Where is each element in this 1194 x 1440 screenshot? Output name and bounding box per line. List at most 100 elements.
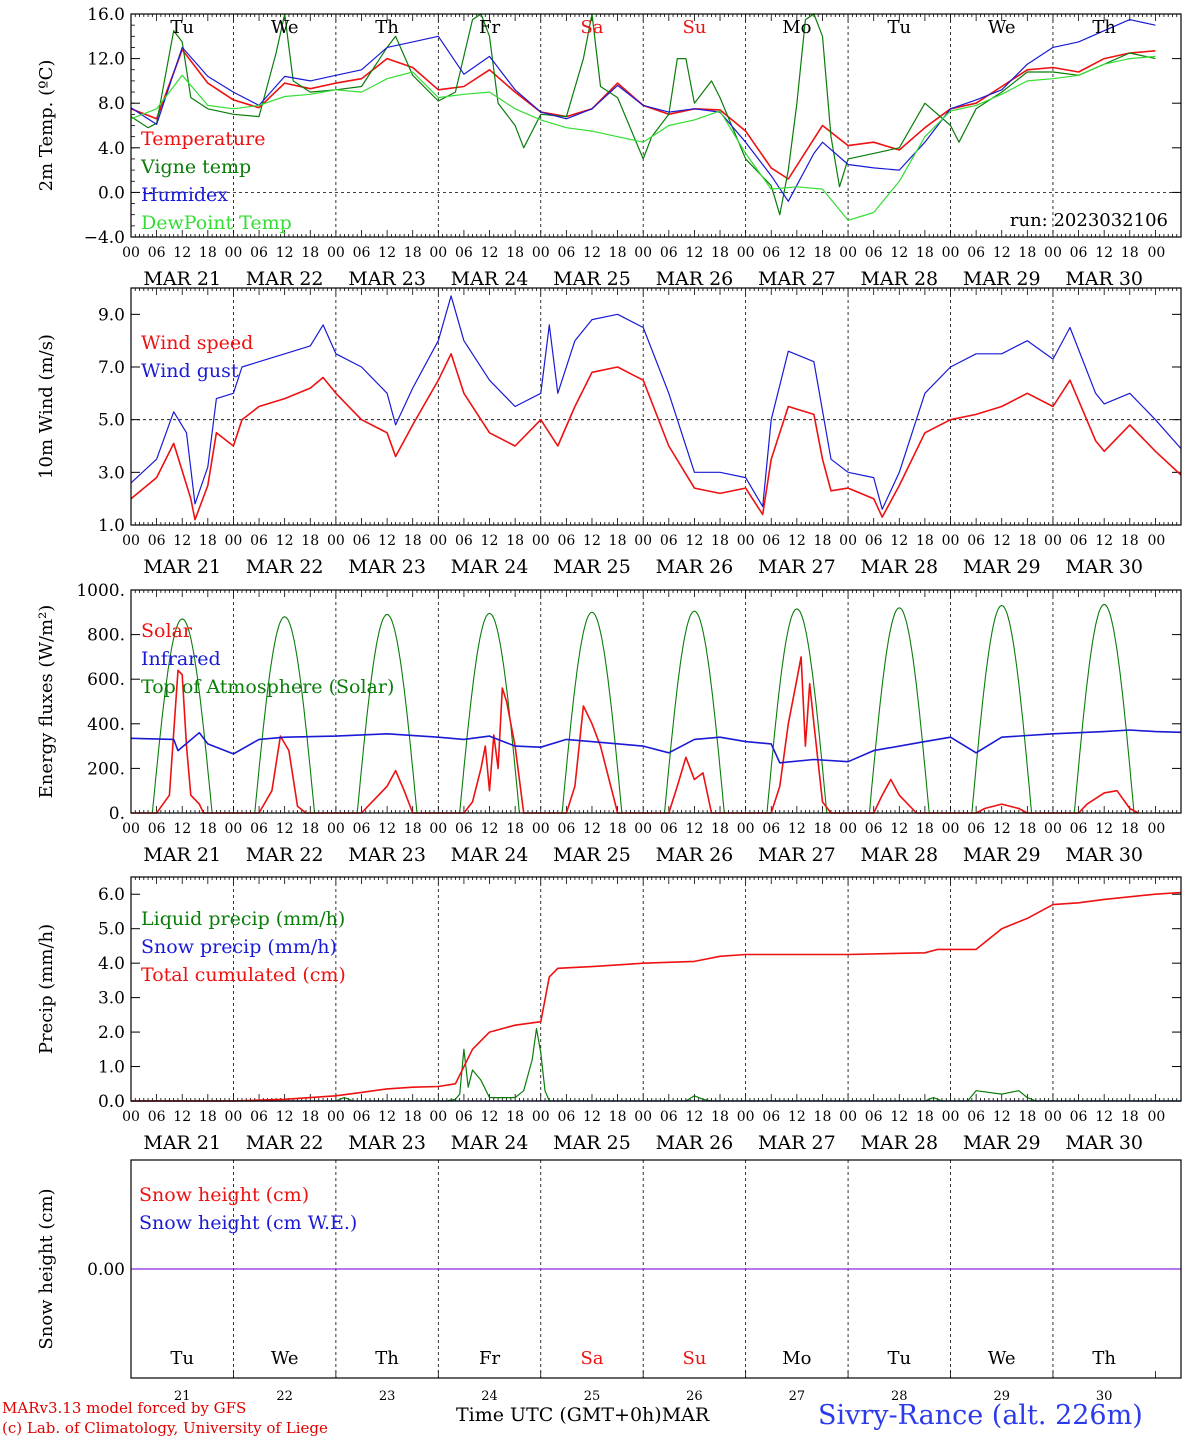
day-label: MAR 24: [451, 268, 529, 290]
hour-tick-label: 06: [1070, 533, 1088, 549]
weekday-label: Th: [375, 17, 399, 38]
y-tick-label: 0.0: [98, 1092, 125, 1112]
weekday-label: Tu: [170, 1348, 194, 1369]
weekday-label: Tu: [887, 17, 911, 38]
day-label: MAR 28: [860, 556, 938, 578]
hour-tick-label: 12: [993, 533, 1011, 549]
day-label: MAR 29: [963, 268, 1041, 290]
hour-tick-label: 12: [686, 533, 704, 549]
hour-tick-label: 06: [865, 245, 883, 261]
day-label: MAR 23: [348, 268, 426, 290]
day-label: MAR 24: [451, 1132, 529, 1154]
hour-tick-label: 00: [327, 533, 345, 549]
day-label: MAR 29: [963, 1132, 1041, 1154]
hour-tick-label: 12: [1095, 1109, 1113, 1125]
day-label: MAR 23: [348, 844, 426, 866]
day-label: MAR 28: [860, 844, 938, 866]
hour-tick-label: 18: [1018, 821, 1036, 837]
hour-tick-label: 00: [1147, 821, 1165, 837]
day-label: MAR 30: [1065, 268, 1143, 290]
hour-tick-label: 12: [276, 1109, 294, 1125]
y-tick-label: 0.: [109, 804, 125, 824]
hour-tick-label: 18: [301, 533, 319, 549]
hour-tick-label: 18: [506, 533, 524, 549]
hour-tick-label: 00: [1044, 245, 1062, 261]
run-annotation: run: 2023032106: [1010, 210, 1168, 231]
y-axis-label: Precip (mm/h): [36, 924, 57, 1054]
panel-temp: 16.0 12.0 8.0 4.0 0.0 −4.0 2m Temp. (ºC) Temper…: [36, 5, 1182, 290]
hour-tick-label: 12: [378, 245, 396, 261]
hour-tick-label: 12: [173, 1109, 191, 1125]
hour-tick-label: 18: [404, 245, 422, 261]
hour-tick-label: 00: [1147, 1109, 1165, 1125]
lab-credit: (c) Lab. of Climatology, University of L…: [2, 1419, 328, 1437]
day-label: MAR 21: [143, 1132, 221, 1154]
hour-tick-label: 06: [353, 1109, 371, 1125]
hour-tick-label: 18: [609, 1109, 627, 1125]
hour-tick-label: 00: [122, 533, 140, 549]
day-number-label: 29: [993, 1389, 1010, 1404]
hour-tick-label: 00: [737, 533, 755, 549]
hour-tick-label: 06: [455, 533, 473, 549]
hour-tick-label: 18: [506, 1109, 524, 1125]
day-label: MAR 29: [963, 556, 1041, 578]
day-label: MAR 25: [553, 268, 631, 290]
hour-tick-label: 18: [506, 821, 524, 837]
hour-tick-label: 06: [660, 533, 678, 549]
hour-tick-label: 06: [1070, 1109, 1088, 1125]
hour-tick-label: 00: [429, 533, 447, 549]
hour-tick-label: 06: [660, 821, 678, 837]
day-label: MAR 26: [656, 844, 734, 866]
hour-tick-label: 06: [353, 245, 371, 261]
hour-tick-label: 18: [609, 533, 627, 549]
y-tick-label: 600.: [87, 670, 125, 690]
series-temperature: [130, 48, 1156, 180]
hour-tick-label: 12: [993, 245, 1011, 261]
day-label: MAR 30: [1065, 844, 1143, 866]
day-label: MAR 27: [758, 1132, 836, 1154]
hour-tick-label: 06: [865, 821, 883, 837]
weekday-label: Sa: [580, 17, 603, 38]
hour-tick-label: 18: [1018, 1109, 1036, 1125]
hour-tick-label: 12: [173, 533, 191, 549]
hour-tick-label: 12: [481, 821, 499, 837]
hour-tick-label: 00: [737, 245, 755, 261]
hour-tick-label: 12: [890, 533, 908, 549]
y-tick-label: −4.0: [84, 228, 125, 248]
hour-tick-label: 12: [276, 245, 294, 261]
y-tick-label: 6.0: [98, 885, 125, 905]
day-label: MAR 22: [246, 844, 324, 866]
y-tick-label: 8.0: [98, 94, 125, 114]
y-axis-label: Energy fluxes (W/m²): [36, 605, 57, 799]
legend-entry: Total cumulated (cm): [141, 964, 346, 986]
hour-tick-label: 12: [378, 821, 396, 837]
weekday-label: We: [988, 17, 1016, 38]
day-label: MAR 26: [656, 1132, 734, 1154]
hour-tick-label: 12: [788, 1109, 806, 1125]
hour-tick-label: 12: [890, 245, 908, 261]
hour-tick-label: 12: [993, 1109, 1011, 1125]
series-humidex: [130, 19, 1156, 202]
day-label: MAR 25: [553, 844, 631, 866]
hour-tick-label: 12: [481, 1109, 499, 1125]
hour-tick-label: 18: [404, 533, 422, 549]
hour-tick-label: 18: [1121, 1109, 1139, 1125]
day-label: MAR 26: [656, 556, 734, 578]
y-tick-label: 1.0: [98, 516, 125, 536]
hour-tick-label: 00: [327, 1109, 345, 1125]
hour-tick-label: 00: [634, 533, 652, 549]
hour-tick-label: 18: [199, 533, 217, 549]
series-vigne-temp: [130, 13, 1156, 216]
weekday-label: Su: [682, 17, 706, 38]
hour-tick-label: 00: [532, 1109, 550, 1125]
hour-tick-label: 12: [583, 245, 601, 261]
hour-tick-label: 18: [1018, 533, 1036, 549]
hour-tick-label: 18: [711, 1109, 729, 1125]
hour-tick-label: 12: [583, 821, 601, 837]
hour-tick-label: 00: [327, 245, 345, 261]
hour-tick-label: 06: [250, 533, 268, 549]
series-total-cumulated-cm-: [131, 891, 1182, 1102]
weekday-label: Th: [375, 1348, 399, 1369]
hour-tick-label: 12: [686, 821, 704, 837]
hour-tick-label: 18: [916, 533, 934, 549]
